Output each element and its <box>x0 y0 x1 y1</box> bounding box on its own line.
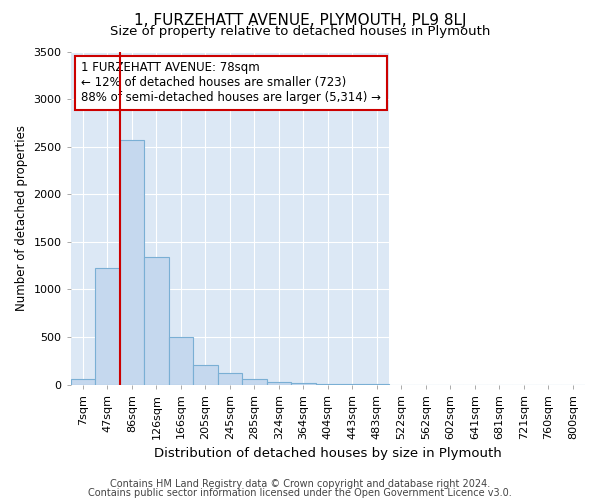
Bar <box>291 383 316 384</box>
Bar <box>169 337 193 384</box>
Y-axis label: Number of detached properties: Number of detached properties <box>15 125 28 311</box>
X-axis label: Distribution of detached houses by size in Plymouth: Distribution of detached houses by size … <box>154 447 502 460</box>
Text: Contains public sector information licensed under the Open Government Licence v3: Contains public sector information licen… <box>88 488 512 498</box>
Bar <box>119 140 144 384</box>
Text: 1, FURZEHATT AVENUE, PLYMOUTH, PL9 8LJ: 1, FURZEHATT AVENUE, PLYMOUTH, PL9 8LJ <box>134 12 466 28</box>
Text: Contains HM Land Registry data © Crown copyright and database right 2024.: Contains HM Land Registry data © Crown c… <box>110 479 490 489</box>
Bar <box>193 365 218 384</box>
Text: Size of property relative to detached houses in Plymouth: Size of property relative to detached ho… <box>110 25 490 38</box>
Bar <box>266 382 291 384</box>
Bar <box>218 372 242 384</box>
Bar <box>144 257 169 384</box>
Bar <box>389 52 585 384</box>
Bar <box>95 268 119 384</box>
Bar <box>71 379 95 384</box>
Bar <box>242 379 266 384</box>
Text: 1 FURZEHATT AVENUE: 78sqm
← 12% of detached houses are smaller (723)
88% of semi: 1 FURZEHATT AVENUE: 78sqm ← 12% of detac… <box>81 62 381 104</box>
